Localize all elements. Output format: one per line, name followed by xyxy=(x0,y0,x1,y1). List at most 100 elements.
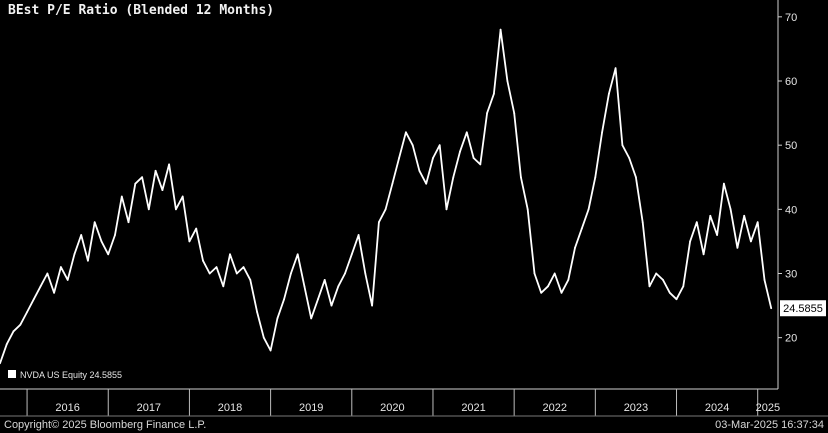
data-point xyxy=(310,317,313,320)
data-point xyxy=(675,298,678,301)
data-point xyxy=(208,272,211,275)
data-point xyxy=(533,272,536,275)
data-point xyxy=(242,266,245,268)
data-point xyxy=(418,169,421,172)
timestamp-text: 03-Mar-2025 16:37:34 xyxy=(715,419,824,431)
last-value-label: 24.5855 xyxy=(783,303,823,315)
series-line-nvda xyxy=(0,28,773,364)
data-point xyxy=(445,208,448,211)
data-point xyxy=(560,291,563,294)
data-point xyxy=(344,272,346,275)
data-point xyxy=(283,298,285,301)
data-point xyxy=(526,208,529,211)
data-point xyxy=(743,214,746,217)
plot-area xyxy=(0,28,773,365)
x-axis: 2016 2017 2018 2019 2020 2021 2022 2023 2024 2025 xyxy=(0,388,828,417)
data-point xyxy=(391,182,394,185)
data-point xyxy=(154,169,157,172)
data-point xyxy=(114,234,116,236)
data-point xyxy=(100,240,103,243)
data-point xyxy=(614,67,617,70)
data-point xyxy=(621,144,624,147)
data-point xyxy=(486,112,488,114)
data-point xyxy=(364,272,367,275)
data-point xyxy=(648,285,651,288)
data-point xyxy=(493,92,495,95)
data-point xyxy=(506,80,509,82)
data-point xyxy=(290,272,292,275)
data-point xyxy=(378,221,380,224)
data-point xyxy=(202,259,204,262)
data-point xyxy=(276,317,279,320)
data-point xyxy=(80,234,83,236)
data-point xyxy=(168,163,171,166)
data-point xyxy=(120,195,123,198)
y-tick-label: 70 xyxy=(785,12,797,24)
data-point xyxy=(39,285,42,288)
x-tick-label: 2023 xyxy=(624,402,648,414)
data-point xyxy=(641,221,644,224)
y-tick-label: 30 xyxy=(785,269,797,281)
data-point xyxy=(53,291,55,294)
data-point xyxy=(60,266,62,268)
data-point xyxy=(303,285,306,288)
x-tick-label: 2019 xyxy=(299,402,323,414)
data-point xyxy=(587,208,590,211)
y-axis: 20 30 40 50 60 70 xyxy=(777,0,797,389)
last-value-box xyxy=(780,300,826,317)
data-point xyxy=(5,343,8,345)
data-point xyxy=(716,234,718,236)
data-point xyxy=(432,157,434,159)
data-point xyxy=(134,182,137,185)
data-point xyxy=(465,131,468,134)
data-point xyxy=(405,131,407,134)
legend-label: NVDA US Equity 24.5855 xyxy=(20,370,122,380)
y-tick-label: 60 xyxy=(785,76,797,88)
data-point xyxy=(181,195,184,198)
y-tick-label: 20 xyxy=(785,333,797,345)
data-point xyxy=(215,266,218,268)
data-point xyxy=(499,28,502,31)
data-point xyxy=(729,208,732,211)
data-point xyxy=(296,253,299,256)
data-point xyxy=(547,285,549,288)
data-point xyxy=(175,208,177,211)
data-point xyxy=(662,279,664,281)
data-point xyxy=(46,272,49,275)
data-point xyxy=(763,279,766,281)
data-point xyxy=(107,253,110,256)
data-point xyxy=(750,240,752,243)
chart-title: BEst P/E Ratio (Blended 12 Months) xyxy=(8,3,274,18)
data-point xyxy=(425,182,428,185)
data-point xyxy=(459,150,461,153)
y-tick-label: 40 xyxy=(785,204,797,216)
legend-swatch xyxy=(8,370,16,378)
data-point xyxy=(723,182,725,185)
data-point xyxy=(702,253,705,256)
data-point xyxy=(479,163,482,166)
x-tick-label: 2022 xyxy=(543,402,567,414)
legend: NVDA US Equity 24.5855 xyxy=(8,370,122,380)
data-point xyxy=(608,92,610,95)
data-point xyxy=(12,330,15,333)
data-point xyxy=(770,307,773,310)
data-point xyxy=(161,189,164,192)
y-tick-label: 50 xyxy=(785,140,797,152)
data-point xyxy=(736,246,739,249)
data-point xyxy=(229,253,231,256)
x-tick-label: 2017 xyxy=(137,402,161,414)
data-point xyxy=(472,157,475,159)
data-point xyxy=(567,279,570,281)
data-point xyxy=(635,176,637,179)
data-point xyxy=(235,272,238,275)
data-point xyxy=(601,131,603,134)
data-point xyxy=(26,311,28,313)
data-point xyxy=(195,227,198,230)
data-point xyxy=(32,298,35,301)
x-tick-label: 2025 xyxy=(756,402,780,414)
data-point xyxy=(411,144,414,147)
data-point xyxy=(93,221,96,224)
data-point xyxy=(709,214,712,217)
